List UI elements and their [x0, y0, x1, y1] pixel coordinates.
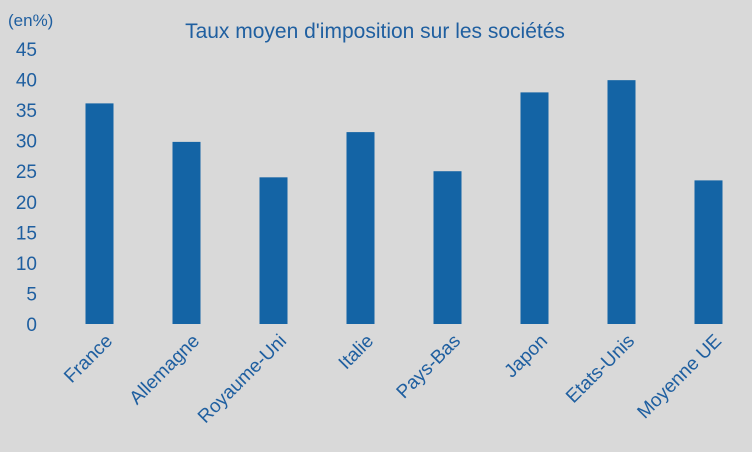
y-tick-label: 25 [16, 162, 37, 183]
chart-title: Taux moyen d'imposition sur les sociétés [185, 20, 565, 43]
x-tick-label: Royaume-Uni [194, 331, 291, 428]
y-tick-label: 20 [16, 193, 37, 214]
bar-italie [346, 132, 375, 324]
bar-pays-bas [433, 171, 462, 324]
bar-japon [520, 92, 549, 324]
y-tick-label: 45 [16, 40, 37, 61]
y-axis-ticks: 0 5 10 15 20 25 30 35 40 45 [16, 40, 37, 336]
y-tick-label: 15 [16, 223, 37, 244]
y-tick-label: 30 [16, 132, 37, 153]
x-tick-label: Italie [335, 331, 378, 374]
y-tick-label: 10 [16, 254, 37, 275]
x-tick-label: Moyenne UE [634, 331, 727, 424]
bar-allemagne [172, 141, 201, 324]
x-tick-label: Allemagne [126, 331, 204, 409]
y-tick-label: 5 [26, 284, 37, 305]
y-tick-label: 35 [16, 101, 37, 122]
bar-france [85, 103, 114, 324]
x-tick-label: Pays-Bas [393, 331, 465, 403]
x-tick-label: Etats-Unis [562, 331, 639, 408]
x-tick-label: France [60, 331, 117, 388]
bar-etats-unis [607, 80, 636, 325]
y-unit-label: (en%) [8, 11, 53, 30]
bar-royaume-uni [259, 177, 288, 324]
y-tick-label: 0 [26, 315, 37, 336]
bar-moyenne-ue [694, 180, 723, 324]
y-tick-label: 40 [16, 71, 37, 92]
x-tick-label: Japon [501, 331, 552, 382]
bars [85, 80, 723, 325]
